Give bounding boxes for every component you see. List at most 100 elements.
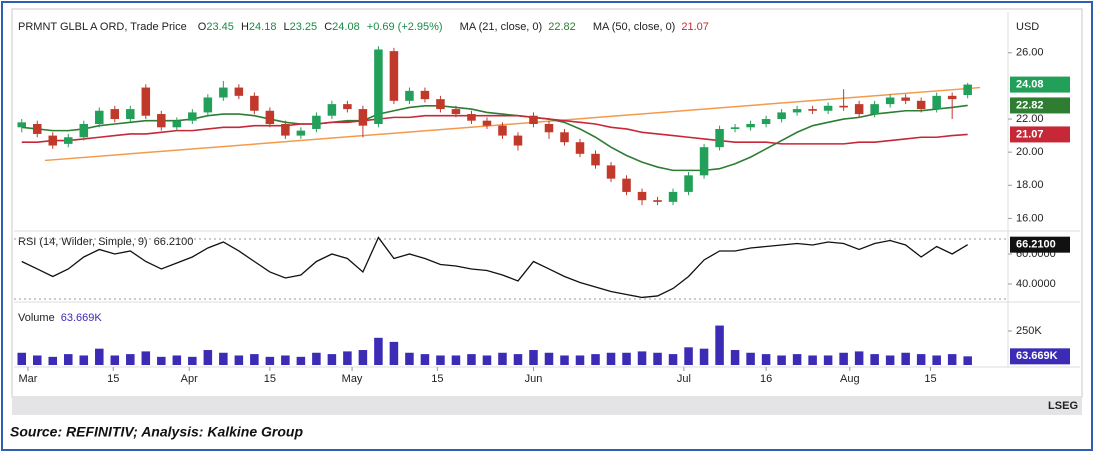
y-tick-label: 20.00 (1016, 146, 1044, 158)
volume-bar (699, 348, 709, 365)
volume-bar (141, 351, 151, 365)
volume-bar (95, 348, 104, 365)
candle-body (467, 114, 476, 121)
candle-body (885, 97, 895, 105)
volume-bar (467, 354, 476, 365)
volume-bar (126, 354, 135, 365)
candle-body (606, 165, 616, 179)
candle-body (374, 49, 383, 124)
volume-bar (963, 356, 972, 365)
change: +0.69 (+2.95%) (367, 21, 443, 33)
volume-bar (250, 354, 259, 365)
candle-body (653, 200, 662, 202)
volume-bar (312, 352, 321, 365)
candle-body (451, 109, 461, 115)
volume-name: Volume (18, 312, 55, 324)
candle-body (963, 84, 972, 96)
volume-bar (932, 355, 941, 365)
logo: LSEG (1048, 400, 1078, 412)
volume-value: 63.669K (61, 312, 103, 324)
candle-body (343, 104, 352, 110)
x-tick-label: Jun (525, 373, 543, 385)
volume-bar (901, 352, 910, 365)
x-tick-label: Mar (18, 373, 37, 385)
volume-bar (730, 350, 740, 365)
rsi-last-box (1010, 236, 1070, 253)
candle-body (823, 105, 833, 111)
volume-bar (48, 356, 58, 365)
candle-body (715, 128, 724, 148)
volume-bar (188, 356, 197, 365)
close-value: 24.08 (332, 21, 360, 33)
volume-bar (79, 355, 89, 365)
x-tick-label: 15 (431, 373, 443, 385)
ma-last-box (1010, 126, 1070, 143)
rsi-value: 66.2100 (154, 236, 194, 248)
candle-body (622, 178, 631, 192)
candle-body (188, 112, 197, 121)
ohlc-letter: L (284, 21, 290, 33)
y-tick-label: 26.00 (1016, 47, 1044, 59)
candle-body (529, 115, 538, 124)
legend-label: MA (50, close, 0) (593, 21, 676, 33)
legend-label: MA (21, close, 0) (460, 21, 543, 33)
volume-bar (591, 354, 600, 365)
candle-body (746, 124, 755, 128)
volume-bar (405, 352, 414, 365)
candle-body (730, 127, 740, 129)
candle-body (265, 110, 275, 124)
candle-body (312, 115, 321, 129)
last-price-box (1010, 76, 1070, 93)
volume-bar (64, 354, 73, 365)
x-tick-label: 15 (107, 373, 119, 385)
volume-bar (157, 356, 166, 365)
y-tick-label: 18.00 (1016, 179, 1044, 191)
volume-bar (436, 355, 445, 365)
volume-bar (823, 355, 833, 365)
candle-body (777, 112, 786, 120)
source-caption: Source: REFINITIV; Analysis: Kalkine Gro… (10, 424, 303, 440)
candle-body (901, 97, 910, 101)
ma-last: 22.82 (1016, 99, 1044, 111)
volume-bar (32, 355, 42, 365)
volume-bar (219, 352, 228, 365)
legend-value: 22.82 (548, 21, 576, 33)
volume-bar (854, 351, 864, 365)
candle-body (854, 104, 864, 115)
volume-bar (343, 351, 352, 365)
candle-body (296, 130, 306, 136)
candle-body (32, 124, 42, 134)
volume-last-box (1010, 348, 1070, 365)
candle-body (591, 153, 600, 166)
y-tick-label: 250K (1016, 325, 1042, 337)
candle-body (203, 97, 213, 113)
x-tick-label: Apr (181, 373, 198, 385)
last-price: 24.08 (1016, 78, 1044, 90)
volume-last: 63.669K (1016, 350, 1058, 362)
candle-body (482, 120, 492, 126)
candle-body (839, 105, 848, 108)
volume-bar (684, 347, 693, 365)
volume-bar (870, 354, 879, 365)
volume-bar (575, 355, 585, 365)
candle-body (79, 124, 89, 138)
volume-bar (265, 356, 275, 365)
candle-body (281, 124, 290, 136)
candle-body (637, 191, 647, 201)
y-tick-label: 40.0000 (1016, 278, 1056, 290)
candle-body (932, 95, 941, 110)
candle-body (48, 135, 58, 146)
volume-bar (389, 341, 399, 365)
candle-body (684, 175, 693, 192)
volume-bar (110, 355, 120, 365)
volume-bar (513, 354, 523, 365)
candle-body (436, 99, 445, 110)
candle-body (575, 142, 585, 154)
volume-bar (374, 337, 383, 365)
volume-bar (172, 355, 182, 365)
volume-bar (234, 355, 244, 365)
candle-body (64, 137, 73, 144)
candle-body (219, 87, 228, 98)
ma-last: 21.07 (1016, 128, 1044, 140)
currency: USD (1016, 21, 1039, 33)
